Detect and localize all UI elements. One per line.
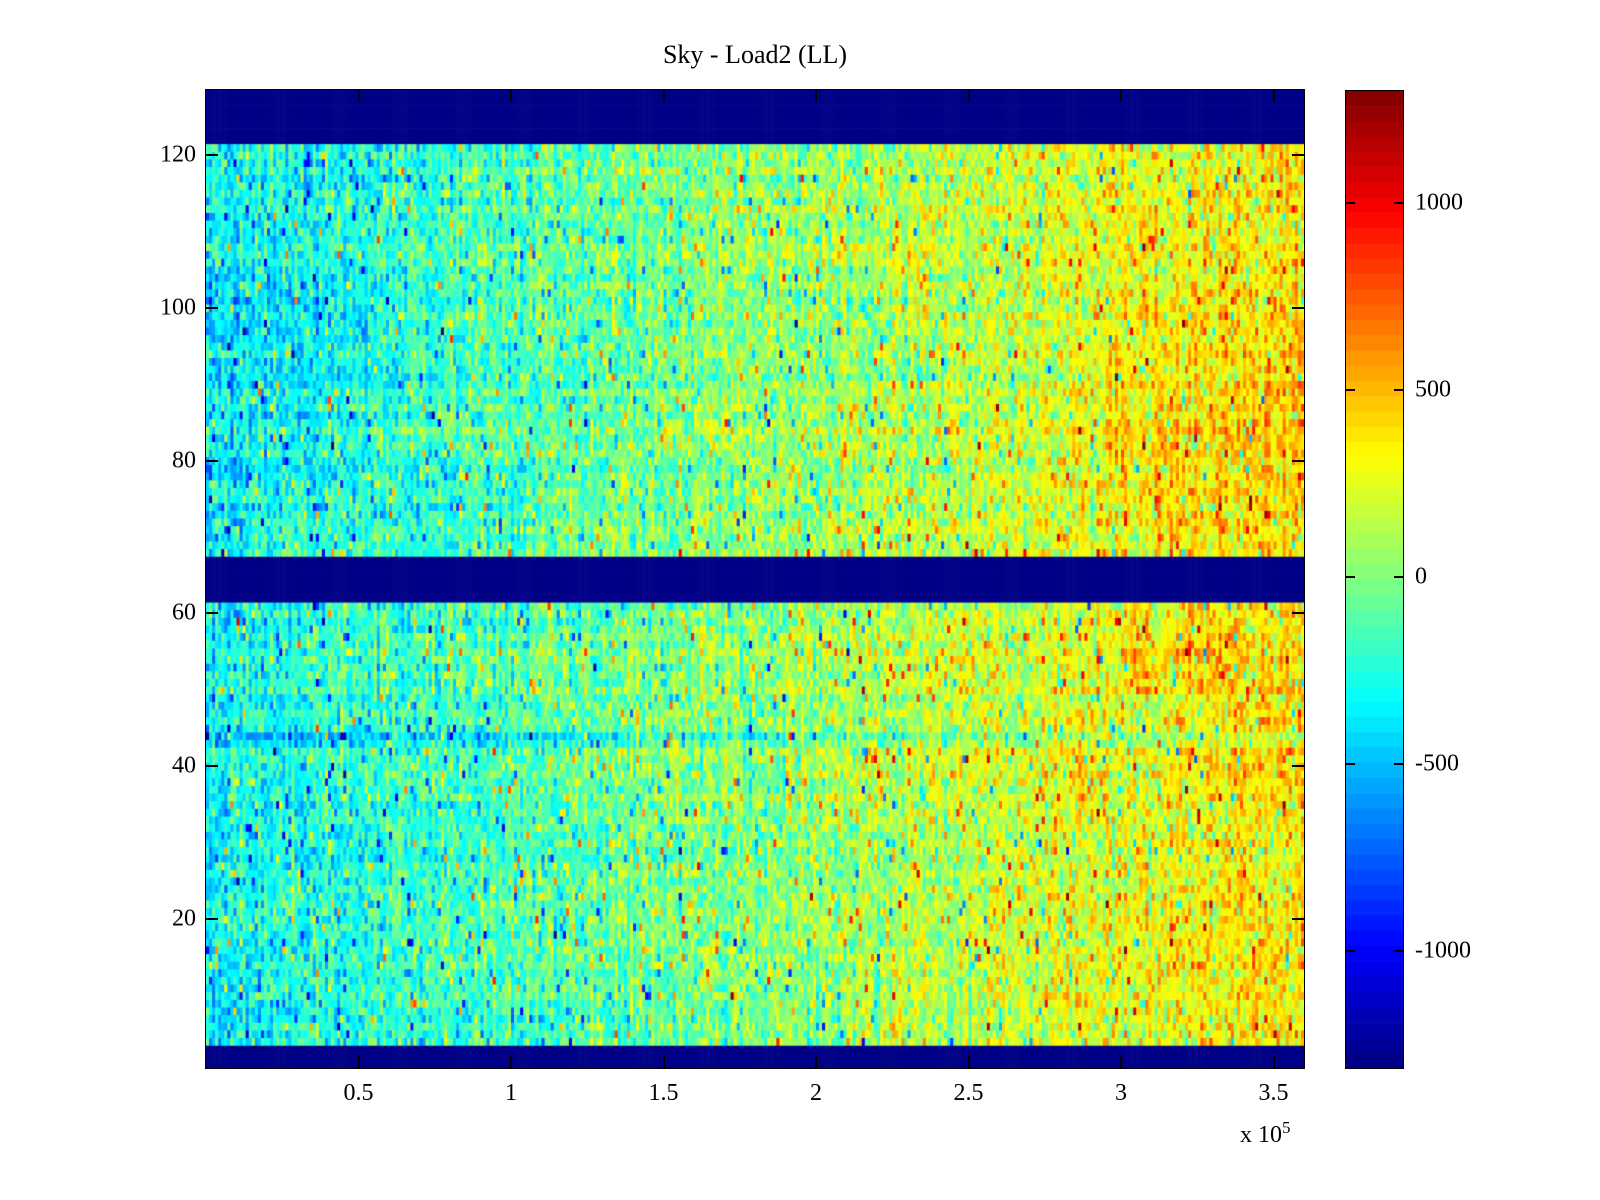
y-tick-left [206,459,218,462]
colorbar-tick-label: 1000 [1415,189,1463,216]
x-tick-top [1120,90,1122,102]
colorbar-tick-label: -500 [1415,750,1459,777]
x-tick-bottom [662,1056,665,1068]
colorbar-tick-right [1394,763,1403,766]
x-tick-bottom [967,1056,970,1068]
heatmap-plot-area [205,89,1305,1069]
colorbar-tick-right [1394,576,1403,579]
y-tick-right [1292,459,1304,462]
colorbar-canvas [1346,91,1403,1068]
y-tick-label: 100 [160,294,196,321]
x-tick-bottom [1272,1056,1275,1068]
x-axis-multiplier: x 105 [1240,1118,1291,1149]
y-tick-label: 60 [172,599,196,626]
x-tick-top [357,90,360,102]
colorbar-tick-right [1394,949,1403,952]
x-tick-label: 3 [1115,1080,1127,1106]
x-tick-top [510,90,512,102]
y-tick-right [1292,153,1304,156]
colorbar-tick-label: 500 [1415,376,1451,403]
plot-title: Sky - Load2 (LL) [662,40,848,69]
colorbar-tick-left [1346,202,1355,205]
x-tick-bottom [357,1056,360,1068]
colorbar-tick-right [1394,202,1403,205]
colorbar-tick-left [1346,949,1355,952]
y-tick-right [1292,765,1304,768]
x-tick-label: 2.5 [953,1080,984,1106]
x-tick-top [662,90,665,102]
x-tick-top [967,90,970,102]
x-tick-bottom [1120,1056,1122,1068]
y-tick-left [206,918,218,920]
y-tick-label: 20 [172,905,196,932]
x-tick-bottom [510,1056,512,1068]
x-tick-bottom [815,1056,817,1068]
x-axis-multiplier-exp: 5 [1282,1118,1291,1137]
colorbar-tick-left [1346,763,1355,766]
y-tick-right [1292,612,1304,615]
x-tick-label: 0.5 [343,1080,374,1106]
colorbar-tick-label: 0 [1415,563,1427,590]
heatmap-canvas [206,90,1304,1068]
x-tick-label: 2 [810,1080,822,1106]
y-tick-left [206,612,218,615]
x-tick-label: 3.5 [1258,1080,1289,1106]
y-tick-label: 80 [172,447,196,474]
colorbar-tick-left [1346,576,1355,579]
colorbar-tick-label: -1000 [1415,937,1471,964]
colorbar [1345,90,1404,1069]
colorbar-tick-left [1346,389,1355,392]
y-tick-left [206,153,218,156]
y-tick-right [1292,306,1304,309]
colorbar-tick-right [1394,389,1403,392]
y-tick-label: 120 [160,141,196,168]
x-tick-label: 1.5 [648,1080,679,1106]
x-axis-multiplier-base: x 10 [1240,1122,1282,1148]
x-tick-top [1272,90,1275,102]
y-tick-left [206,765,218,768]
y-tick-right [1292,918,1304,920]
x-tick-top [815,90,817,102]
y-tick-left [206,306,218,309]
x-tick-label: 1 [505,1080,517,1106]
y-tick-label: 40 [172,752,196,779]
